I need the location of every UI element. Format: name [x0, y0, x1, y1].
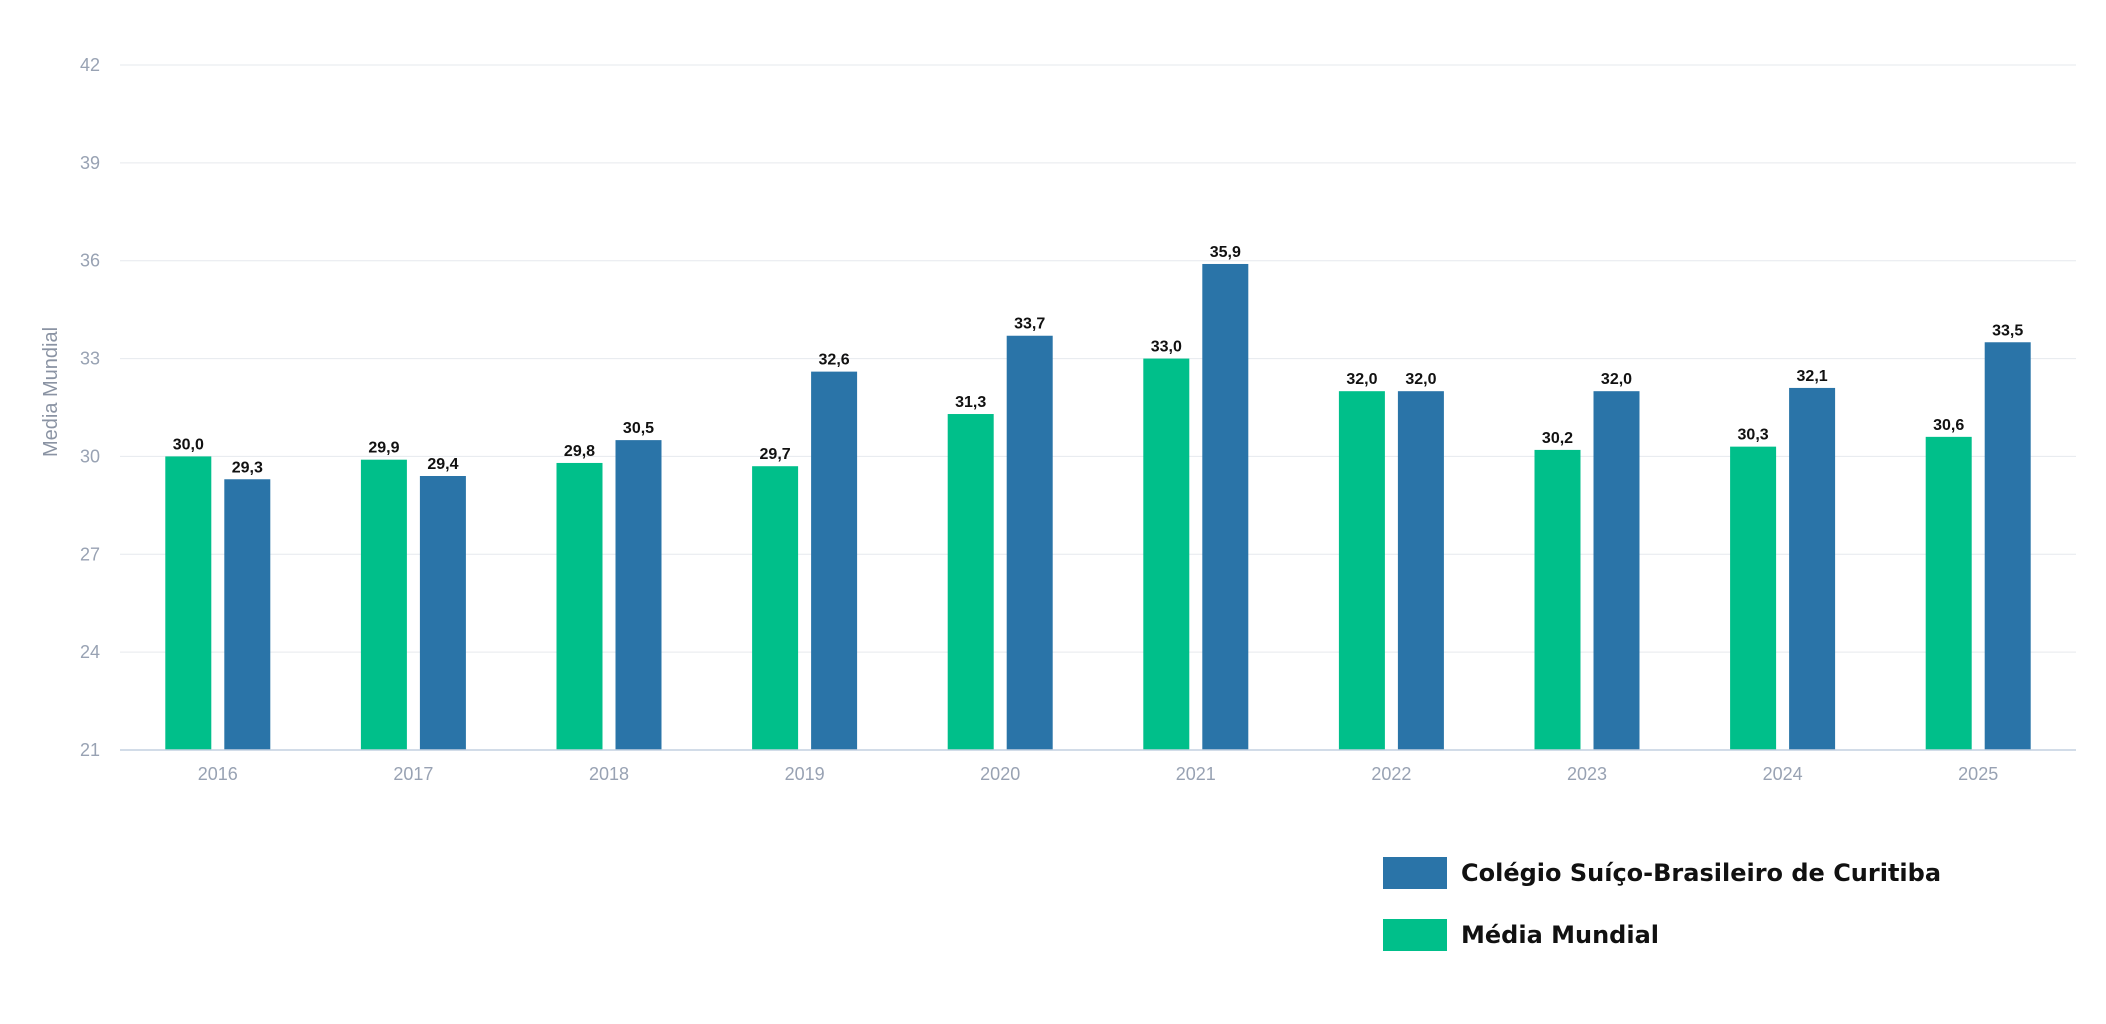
data-label: 30,5 — [623, 420, 654, 437]
data-label: 30,0 — [173, 436, 204, 453]
y-tick-label: 33 — [80, 349, 100, 369]
x-tick-label: 2020 — [980, 764, 1020, 784]
data-label: 32,6 — [819, 352, 850, 369]
legend-label-colegio: Colégio Suíço-Brasileiro de Curitiba — [1461, 859, 1942, 887]
bar[interactable] — [556, 462, 603, 750]
bar[interactable] — [165, 456, 212, 750]
bars — [165, 263, 2031, 750]
bar[interactable] — [224, 479, 271, 750]
bar[interactable] — [1984, 342, 2031, 750]
x-tick-label: 2019 — [785, 764, 825, 784]
data-label: 32,0 — [1601, 371, 1632, 388]
y-axis-label: Media Mundial — [40, 327, 62, 457]
y-tick-label: 42 — [80, 55, 100, 75]
data-label: 35,9 — [1210, 244, 1241, 261]
data-label: 32,0 — [1346, 371, 1377, 388]
bar[interactable] — [1143, 358, 1190, 750]
bar[interactable] — [947, 414, 994, 750]
x-tick-label: 2017 — [393, 764, 433, 784]
data-label: 30,2 — [1542, 430, 1573, 447]
bar[interactable] — [360, 459, 407, 750]
x-tick-label: 2024 — [1763, 764, 1803, 784]
legend-swatch-colegio — [1383, 857, 1447, 889]
x-axis-ticks: 2016 2017 2018 2019 2020 2021 2022 2023 2024 2025 — [198, 764, 1998, 784]
data-label: 29,8 — [564, 443, 595, 460]
data-label: 29,9 — [368, 440, 399, 457]
bar[interactable] — [1397, 391, 1444, 750]
bar[interactable] — [1534, 449, 1581, 750]
data-label: 31,3 — [955, 394, 986, 411]
x-tick-label: 2018 — [589, 764, 629, 784]
y-tick-label: 21 — [80, 740, 100, 760]
data-label: 33,0 — [1151, 339, 1182, 356]
bar[interactable] — [1338, 391, 1385, 750]
bar[interactable] — [1789, 387, 1836, 750]
bar[interactable] — [419, 476, 466, 750]
legend-item-colegio[interactable]: Colégio Suíço-Brasileiro de Curitiba — [1383, 856, 1941, 890]
bar[interactable] — [1006, 335, 1053, 750]
legend-item-media-mundial[interactable]: Média Mundial — [1383, 918, 1941, 952]
data-label: 29,7 — [760, 446, 791, 463]
bar[interactable] — [615, 440, 662, 750]
y-tick-label: 27 — [80, 544, 100, 564]
data-label: 30,3 — [1738, 427, 1769, 444]
data-label: 30,6 — [1933, 417, 1964, 434]
y-tick-label: 30 — [80, 446, 100, 466]
y-tick-label: 39 — [80, 153, 100, 173]
bar[interactable] — [752, 466, 799, 750]
legend: Colégio Suíço-Brasileiro de Curitiba Méd… — [1383, 856, 1941, 980]
grid-lines — [120, 64, 2076, 653]
x-tick-label: 2025 — [1958, 764, 1998, 784]
data-labels: 30,0 29,3 29,9 29,4 29,8 30,5 29,7 32,6 31,3 33,7… — [173, 244, 2024, 476]
data-label: 29,3 — [232, 459, 263, 476]
data-label: 33,5 — [1992, 322, 2023, 339]
bar[interactable] — [1925, 436, 1972, 750]
bar[interactable] — [1202, 263, 1249, 750]
x-tick-label: 2016 — [198, 764, 238, 784]
y-axis-ticks: 21 24 27 30 33 36 39 42 — [80, 55, 100, 760]
x-tick-label: 2022 — [1371, 764, 1411, 784]
bar[interactable] — [1730, 446, 1777, 750]
legend-swatch-media-mundial — [1383, 919, 1447, 951]
data-label: 33,7 — [1014, 316, 1045, 333]
y-tick-label: 24 — [80, 642, 100, 662]
bar[interactable] — [811, 371, 858, 750]
bar[interactable] — [1593, 391, 1640, 750]
x-tick-label: 2021 — [1176, 764, 1216, 784]
data-label: 29,4 — [427, 456, 458, 473]
y-tick-label: 36 — [80, 251, 100, 271]
x-tick-label: 2023 — [1567, 764, 1607, 784]
data-label: 32,1 — [1797, 368, 1828, 385]
legend-label-media-mundial: Média Mundial — [1461, 921, 1659, 949]
data-label: 32,0 — [1405, 371, 1436, 388]
